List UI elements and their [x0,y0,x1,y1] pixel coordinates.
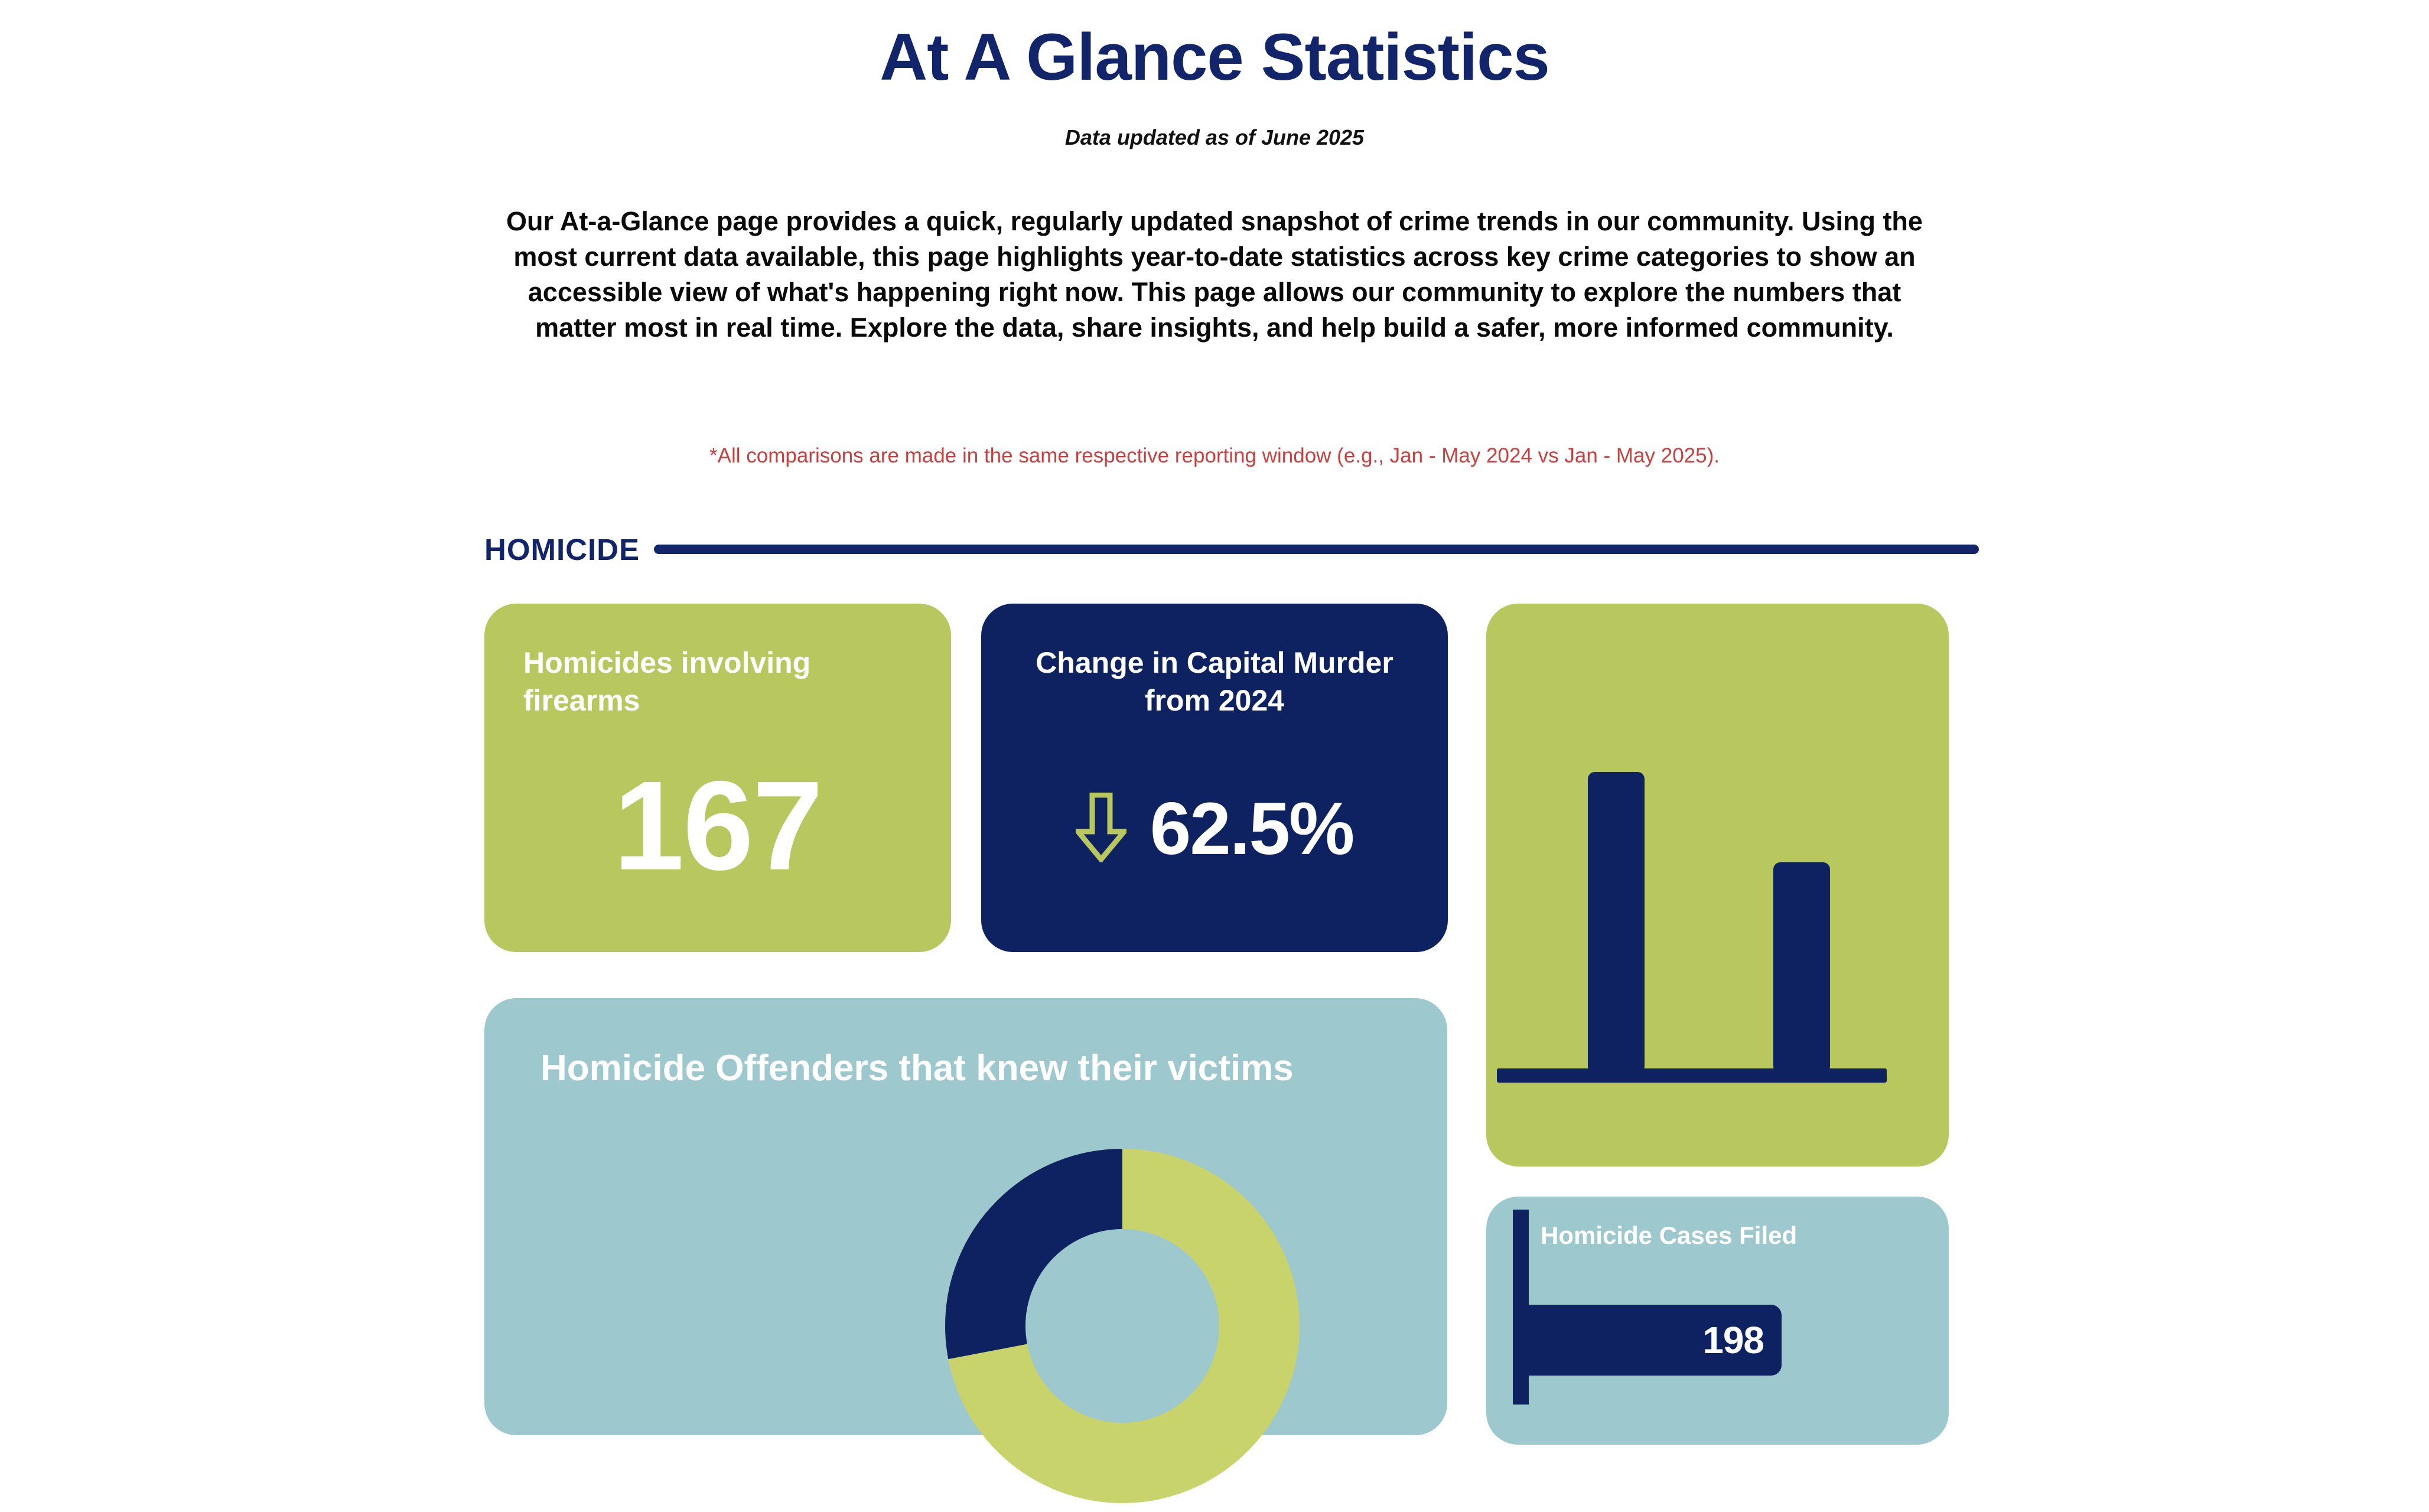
at-a-glance-page: At A Glance Statistics Data updated as o… [30,20,1979,1503]
stat-card-homicides-firearms[interactable]: Homicides involving firearms 167 [484,604,951,952]
bar-chart-svg [1497,772,1887,1083]
hbar-chart-card-homicide-cases-filed[interactable]: Homicide Cases Filed 198 [1486,1197,1949,1445]
section-label: HOMICIDE [484,532,640,566]
bar-value-capital-murders: 21 [113,687,157,724]
donut-segment-knew-victims [945,1149,1300,1503]
donut-chart-label: Homicide Offenders that knew their victi… [540,1048,1294,1089]
donut-chart-value: 28% [142,1265,294,1351]
data-updated-subtitle: Data updated as of June 2025 [1064,125,1365,149]
stat-card-value: 167 [613,754,823,897]
stat-card-label: Change in Capital Murder from 2024 [1036,646,1393,717]
bar-chart-card-homicide-types[interactable] [1486,604,1949,1166]
bar-label-capital-murders: Capital Murders [30,726,242,754]
donut-chart-svg [939,1143,1305,1512]
bar-capital-murders [1588,772,1645,1073]
intro-paragraph: Our At-a-Glance page provides a quick, r… [506,206,1923,343]
hbar-chart-label: Homicide Cases Filed [1541,1221,1798,1249]
hbar-homicide-cases-filed: 198 [1513,1305,1782,1376]
section-header-homicide: HOMICIDE [484,529,1979,570]
stat-card-capital-murder-change[interactable]: Change in Capital Murder from 2024 62.5% [981,604,1448,952]
stat-card-label: Homicides involving firearms [523,646,811,717]
page-title: At A Glance Statistics [880,20,1550,94]
donut-chart-card-offenders-knew-victims[interactable]: Homicide Offenders that knew their victi… [484,998,1447,1503]
hbar-value: 198 [1702,1319,1764,1361]
bar-label-murder-of-a-minor: Murder of a Minor [198,834,438,861]
comparison-note: *All comparisons are made in the same re… [709,444,1720,467]
bar-murder-of-a-minor [1773,862,1830,1073]
stat-card-value: 62.5% [1150,788,1354,870]
bar-value-murder-of-a-minor: 13 [371,795,415,832]
stat-card-value-row: 62.5% [981,787,1448,871]
arrow-down-icon [1072,792,1130,865]
section-divider-rule [654,545,1979,554]
